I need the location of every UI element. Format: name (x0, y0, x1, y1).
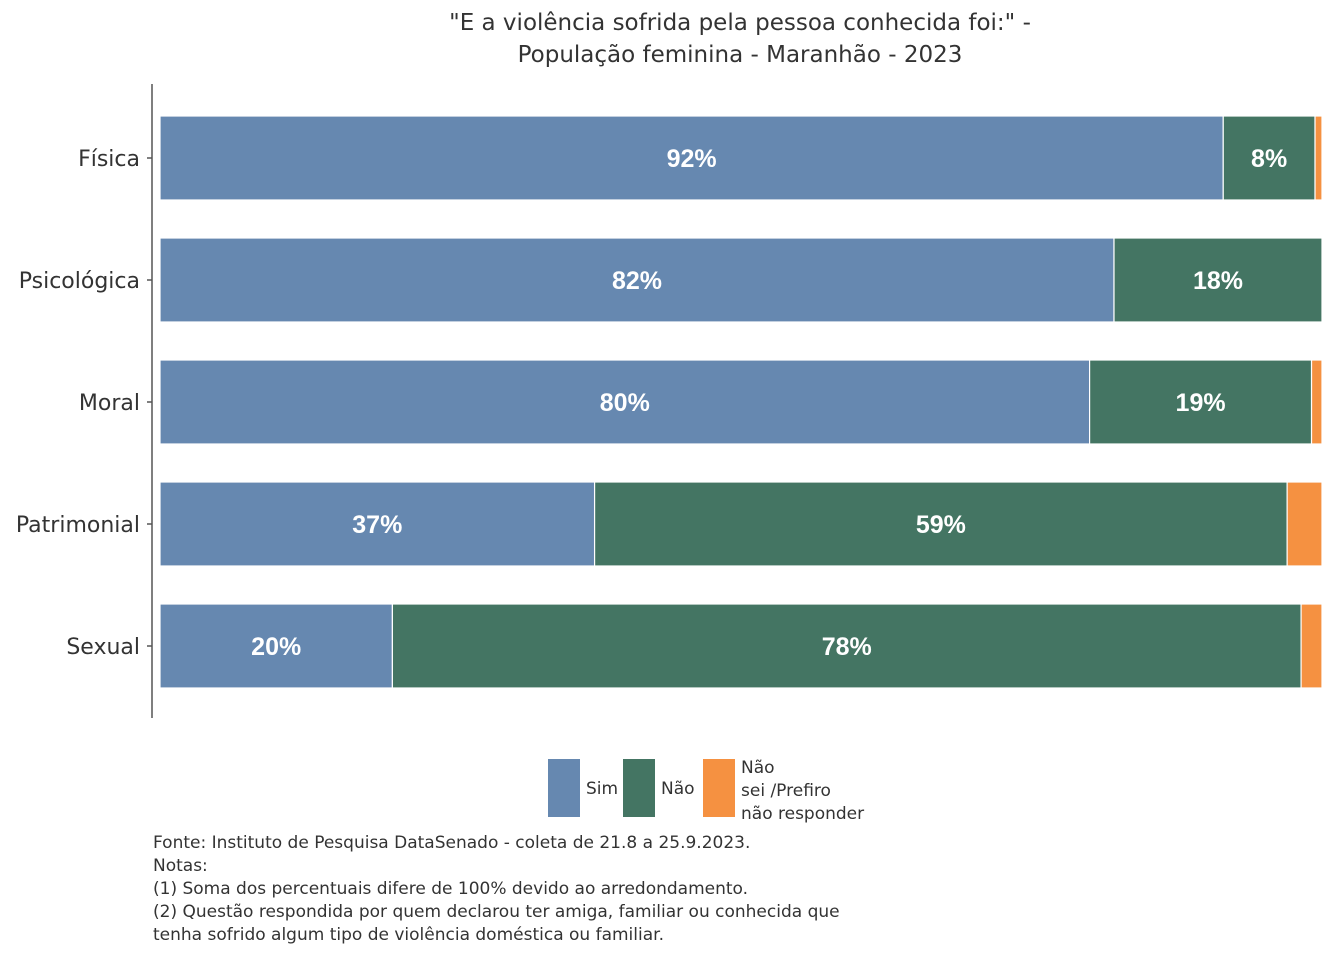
note-1: (1) Soma dos percentuais difere de 100% … (153, 879, 749, 899)
bar-sexual-series-2 (1300, 603, 1323, 689)
data-label-psicologica-series-1: 18% (1193, 267, 1243, 295)
bar-sexual-series-0 (159, 603, 393, 689)
data-label-moral-series-0: 80% (600, 389, 650, 417)
category-label-psicologica: Psicológica (19, 269, 140, 294)
legend-label-2-line-0: Não (741, 758, 775, 778)
note-source: Fonte: Instituto de Pesquisa DataSenado … (153, 833, 751, 853)
bar-fisica-series-2 (1314, 115, 1323, 201)
category-label-fisica: Física (78, 147, 140, 172)
legend-key-1 (623, 759, 655, 817)
stacked-bar-chart: Física 92% 8% Psicológica 82% 18% Moral 80% 19% P… (16, 84, 1323, 824)
bar-moral-series-1 (1088, 359, 1313, 445)
category-label-moral: Moral (79, 391, 140, 416)
chart-title-line-1: "E a violência sofrida pela pessoa conhe… (449, 10, 1031, 36)
data-label-moral-series-1: 19% (1176, 389, 1226, 417)
note-heading: Notas: (153, 856, 208, 876)
bar-moral-series-2 (1310, 359, 1323, 445)
data-label-patrimonial-series-1: 59% (916, 511, 966, 539)
category-label-sexual: Sexual (66, 635, 140, 660)
legend-key-0 (548, 759, 580, 817)
legend-label-2-line-1: sei /Prefiro (741, 781, 831, 801)
legend-label-2-line-2: não responder (741, 804, 864, 824)
source-notes: Fonte: Instituto de Pesquisa DataSenado … (153, 832, 840, 947)
bar-fisica-series-1 (1222, 115, 1316, 201)
legend-key-2 (703, 759, 735, 817)
bar-fisica-series-0 (159, 115, 1224, 201)
category-label-patrimonial: Patrimonial (16, 513, 140, 538)
legend-label-0-line-0: Sim (586, 779, 618, 799)
bar-psicologica-series-1 (1113, 237, 1323, 323)
data-label-patrimonial-series-0: 37% (352, 511, 402, 539)
bar-patrimonial-series-2 (1286, 481, 1323, 567)
bar-patrimonial-series-0 (159, 481, 596, 567)
data-label-sexual-series-1: 78% (822, 633, 872, 661)
legend-label-1-line-0: Não (661, 779, 695, 799)
note-2-line-2: tenha sofrido algum tipo de violência do… (153, 925, 664, 945)
data-label-fisica-series-0: 92% (667, 145, 717, 173)
data-label-sexual-series-0: 20% (251, 633, 301, 661)
bar-moral-series-0 (159, 359, 1091, 445)
bar-sexual-series-1 (391, 603, 1302, 689)
chart-title-line-2: População feminina - Maranhão - 2023 (517, 42, 963, 68)
note-2-line-1: (2) Questão respondida por quem declarou… (153, 902, 840, 922)
data-label-psicologica-series-0: 82% (612, 267, 662, 295)
data-label-fisica-series-1: 8% (1251, 145, 1287, 173)
bar-psicologica-series-0 (159, 237, 1115, 323)
